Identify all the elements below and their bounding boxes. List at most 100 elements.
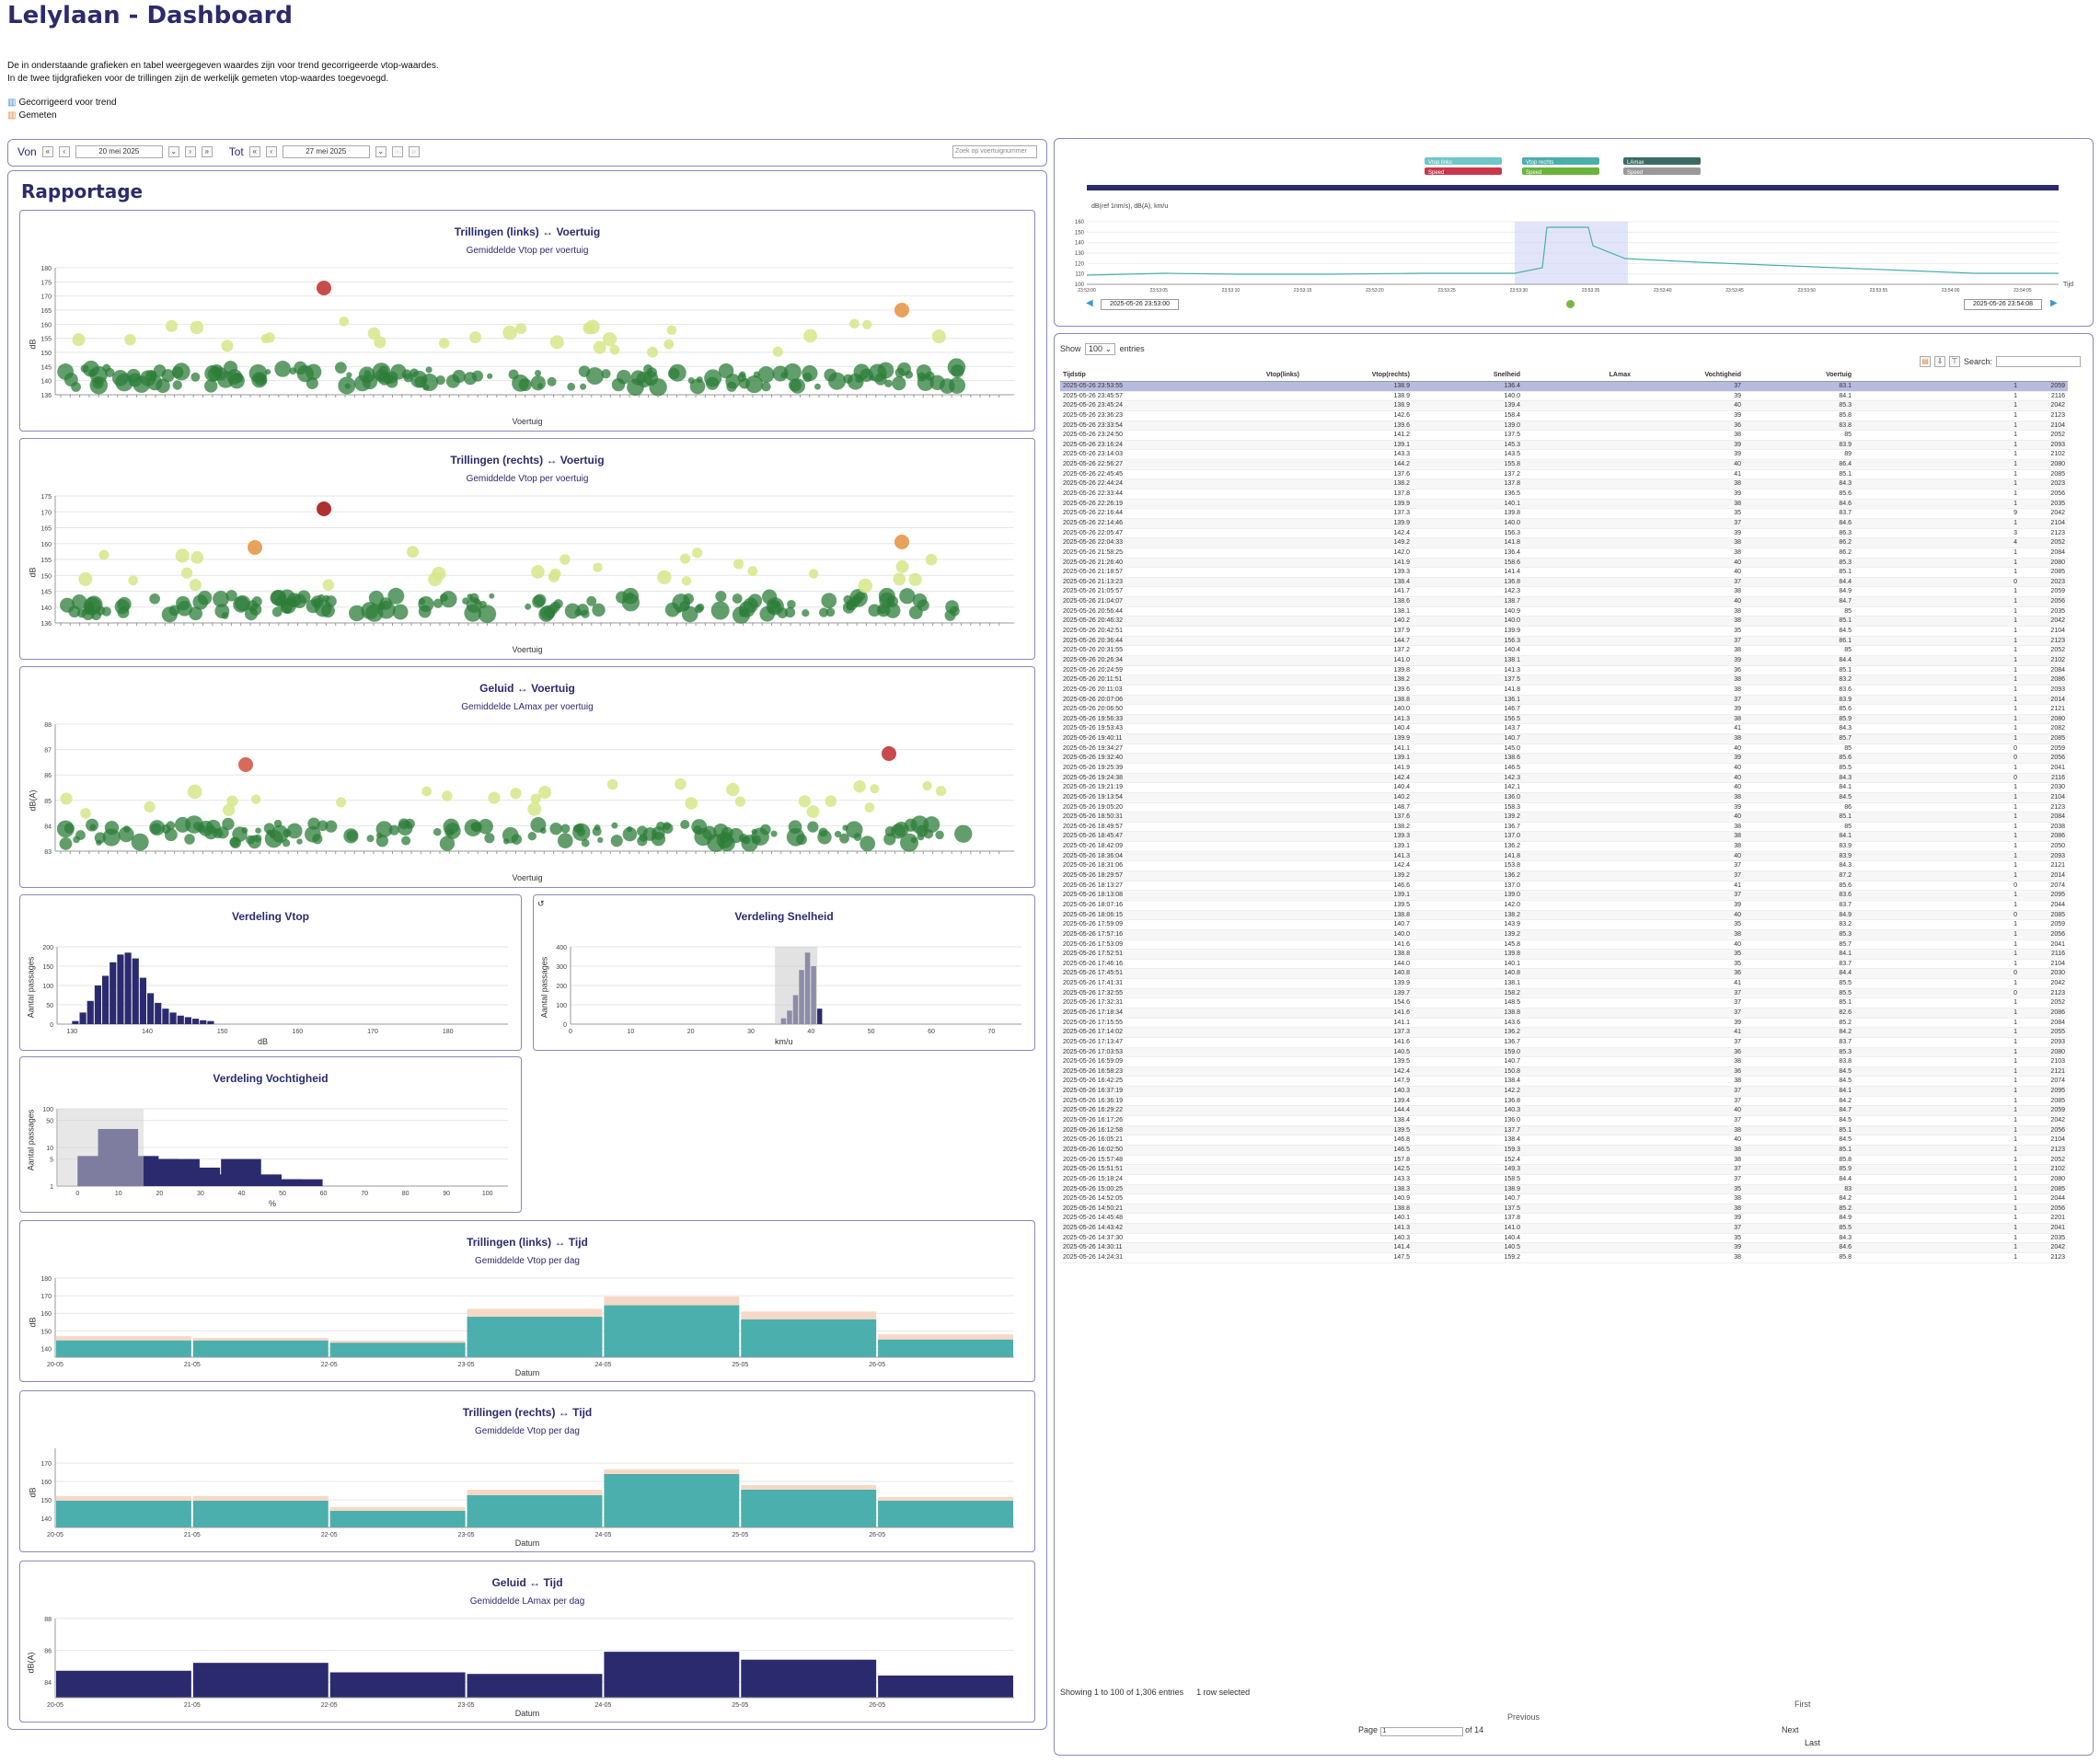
table-row[interactable]: 2025-05-26 23:45:24 138.9 139.4 40 85.3 1 2042: [1060, 401, 2068, 411]
entries-select[interactable]: 100 ⌄: [1085, 343, 1116, 355]
table-row[interactable]: 2025-05-26 18:29:57 139.2 136.2 37 87.2 1 2014: [1060, 871, 2068, 882]
column-header[interactable]: [1852, 369, 2017, 381]
table-row[interactable]: 2025-05-26 17:53:09 141.6 145.8 40 85.7 1 2041: [1060, 940, 2068, 951]
end-time-input[interactable]: 2025-05-26 23:54:08: [1964, 299, 2042, 310]
first-page-icon[interactable]: «: [41, 146, 53, 157]
table-row[interactable]: 2025-05-26 19:05:20 148.7 158.3 39 86 1 2123: [1060, 803, 2068, 813]
table-row[interactable]: 2025-05-26 23:24:50 141.2 137.5 38 85 1 2052: [1060, 431, 2068, 441]
table-row[interactable]: 2025-05-26 16:02:50 146.5 159.3 38 85.1 1 2123: [1060, 1145, 2068, 1156]
arrow-left-icon[interactable]: ◀: [1086, 298, 1093, 308]
table-row[interactable]: 2025-05-26 19:40:11 139.9 140.7 38 85.7 1 2085: [1060, 734, 2068, 744]
table-row[interactable]: 2025-05-26 15:00:25 138.3 138.9 35 83 1 2085: [1060, 1184, 2068, 1195]
table-row[interactable]: 2025-05-26 19:32:40 139.1 138.6 39 85.6 0 2056: [1060, 754, 2068, 764]
next-icon[interactable]: ›: [184, 146, 196, 157]
column-header[interactable]: [2017, 369, 2068, 381]
table-row[interactable]: 2025-05-26 18:13:08 139.1 139.0 37 83.6 1 2095: [1060, 891, 2068, 901]
table-row[interactable]: 2025-05-26 21:58:25 142.0 136.4 38 86.2 1 2084: [1060, 548, 2068, 559]
table-row[interactable]: 2025-05-26 17:32:55 139.7 158.2 37 85.5 0 2123: [1060, 988, 2068, 999]
table-row[interactable]: 2025-05-26 22:04:33 149.2 141.8 38 86.2 4 2052: [1060, 538, 2068, 548]
last-page-icon[interactable]: »: [408, 146, 420, 157]
legend-corrected[interactable]: ▥ Gecorrigeerd voor trend: [7, 98, 117, 108]
table-row[interactable]: 2025-05-26 16:58:23 142.4 150.8 36 84.5 1 2121: [1060, 1066, 2068, 1077]
vehicle-search-input[interactable]: Zoek op voertuignummer: [952, 145, 1037, 158]
table-row[interactable]: 2025-05-26 17:46:16 144.0 140.1 35 83.7 1 2104: [1060, 960, 2068, 970]
table-row[interactable]: 2025-05-26 22:44:24 138.2 137.8 38 84.3 1 2023: [1060, 479, 2068, 490]
table-row[interactable]: 2025-05-26 20:36:44 144.7 156.3 37 86.1 1 2123: [1060, 636, 2068, 647]
column-header[interactable]: Vtop(links): [1265, 372, 1299, 378]
table-row[interactable]: 2025-05-26 14:43:42 141.3 141.0 37 85.5 1 2041: [1060, 1224, 2068, 1234]
table-row[interactable]: 2025-05-26 17:13:47 141.6 136.7 37 83.7 1 2093: [1060, 1038, 2068, 1048]
table-row[interactable]: 2025-05-26 22:05:47 142.4 156.3 39 86.3 3 2123: [1060, 529, 2068, 539]
table-row[interactable]: 2025-05-26 22:56:27 144.2 155.8 40 86.4 1 2080: [1060, 460, 2068, 470]
table-row[interactable]: 2025-05-26 23:36:23 142.6 158.4 39 85.8 1 2123: [1060, 411, 2068, 421]
table-row[interactable]: 2025-05-26 15:51:51 142.5 149.3 37 85.9 1 2102: [1060, 1165, 2068, 1175]
table-row[interactable]: 2025-05-26 20:26:34 141.0 138.1 39 84.4 1 2102: [1060, 655, 2068, 666]
table-row[interactable]: 2025-05-26 15:18:24 143.3 158.5 37 84.4 1 2080: [1060, 1175, 2068, 1185]
table-row[interactable]: 2025-05-26 18:42:09 139.1 136.2 38 83.9 1 2050: [1060, 842, 2068, 852]
table-row[interactable]: 2025-05-26 18:36:04 141.3 141.8 40 83.9 1 2093: [1060, 851, 2068, 862]
table-row[interactable]: 2025-05-26 21:04:07 138.6 138.7 40 84.7 1 2056: [1060, 597, 2068, 607]
first-page-button[interactable]: First: [1794, 1700, 1811, 1709]
table-row[interactable]: 2025-05-26 22:26:19 139.9 140.1 38 84.6 1 2035: [1060, 499, 2068, 510]
table-row[interactable]: 2025-05-26 14:50:21 138.8 137.5 38 85.2 1 2056: [1060, 1204, 2068, 1215]
column-header[interactable]: LAmax: [1609, 372, 1631, 378]
table-search-input[interactable]: [1996, 356, 2082, 367]
table-row[interactable]: 2025-05-26 17:57:16 140.0 139.2 38 85.3 1 2056: [1060, 929, 2068, 940]
next-page-button[interactable]: Next: [1782, 1725, 1799, 1734]
table-row[interactable]: 2025-05-26 22:16:44 137.3 139.8 35 83.7 9 2042: [1060, 509, 2068, 519]
table-row[interactable]: 2025-05-26 16:37:19 140.3 142.2 37 84.1 1 2095: [1060, 1087, 2068, 1097]
table-row[interactable]: 2025-05-26 18:06:15 138.8 138.2 40 84.9 0 2085: [1060, 910, 2068, 921]
table-row[interactable]: 2025-05-26 14:24:31 147.5 159.2 38 85.8 1 2123: [1060, 1253, 2068, 1263]
table-row[interactable]: 2025-05-26 20:42:51 137.9 139.9 35 84.5 1 2104: [1060, 627, 2068, 637]
next-icon[interactable]: ›: [391, 146, 403, 157]
first-page-icon[interactable]: «: [248, 146, 260, 157]
table-row[interactable]: 2025-05-26 17:14:02 137.3 136.2 41 84.2 1 2055: [1060, 1028, 2068, 1038]
table-row[interactable]: 2025-05-26 16:36:19 139.4 136.8 37 84.2 1 2085: [1060, 1097, 2068, 1107]
table-row[interactable]: 2025-05-26 20:11:51 138.2 137.5 38 83.2 1 2086: [1060, 675, 2068, 686]
table-row[interactable]: 2025-05-26 19:56:33 141.3 156.5 38 85.9 1 2080: [1060, 714, 2068, 725]
table-row[interactable]: 2025-05-26 16:59:09 139.5 140.7 38 83.8 1 2103: [1060, 1057, 2068, 1067]
table-row[interactable]: 2025-05-26 19:53:43 140.4 143.7 41 84.3 1 2082: [1060, 724, 2068, 735]
table-row[interactable]: 2025-05-26 21:13:23 138.4 136.8 37 84.4 0 2023: [1060, 577, 2068, 588]
prev-icon[interactable]: ‹: [58, 146, 70, 157]
table-row[interactable]: 2025-05-26 17:52:51 138.8 139.8 35 84.1 1 2116: [1060, 950, 2068, 960]
table-row[interactable]: 2025-05-26 18:07:16 139.5 142.0 39 83.7 1 2044: [1060, 901, 2068, 911]
arrow-right-icon[interactable]: ▶: [2050, 298, 2058, 308]
table-row[interactable]: 2025-05-26 17:59:09 140.7 143.9 35 83.2 1 2059: [1060, 920, 2068, 930]
table-row[interactable]: 2025-05-26 17:41:31 139.9 138.1 41 85.5 1 2042: [1060, 979, 2068, 989]
table-row[interactable]: 2025-05-26 17:18:34 141.6 138.8 37 82.6 1 2086: [1060, 1008, 2068, 1019]
table-row[interactable]: 2025-05-26 22:45:45 137.6 137.2 41 85.1 1 2085: [1060, 470, 2068, 480]
table-row[interactable]: 2025-05-26 20:06:50 140.0 146.7 39 85.6 1 2121: [1060, 705, 2068, 715]
page-input[interactable]: 1: [1379, 1727, 1463, 1736]
table-row[interactable]: 2025-05-26 18:31:06 142.4 153.8 37 84.3 1 2121: [1060, 861, 2068, 872]
table-row[interactable]: 2025-05-26 16:29:22 144.4 140.3 40 84.7 1 2059: [1060, 1106, 2068, 1117]
table-row[interactable]: 2025-05-26 16:05:21 146.8 138.4 40 84.5 1 2104: [1060, 1135, 2068, 1146]
from-date-input[interactable]: 20 mei 2025: [75, 145, 163, 158]
chevron-down-icon[interactable]: ⌄: [167, 146, 179, 157]
table-row[interactable]: 2025-05-26 23:53:55 138.9 136.4 37 83.1 1 2059: [1060, 382, 2068, 392]
reset-icon[interactable]: ↺: [537, 899, 545, 908]
table-row[interactable]: 2025-05-26 17:03:53 140.5 159.0 36 85.3 1 2080: [1060, 1047, 2068, 1058]
download-icon[interactable]: ⇩: [1934, 356, 1945, 367]
table-row[interactable]: 2025-05-26 19:25:39 141.9 146.5 40 85.5 1 2041: [1060, 764, 2068, 774]
table-row[interactable]: 2025-05-26 21:26:40 141.9 158.6 40 85.3 1 2080: [1060, 558, 2068, 569]
table-row[interactable]: 2025-05-26 18:50:31 137.6 139.2 40 85.1 1 2084: [1060, 812, 2068, 823]
table-row[interactable]: 2025-05-26 23:45:57 138.9 140.0 39 84.1 1 2116: [1060, 392, 2068, 402]
column-header[interactable]: Voertuig: [1826, 372, 1852, 378]
column-header[interactable]: Snelheid: [1493, 372, 1520, 378]
table-row[interactable]: 2025-05-26 21:18:57 139.3 141.4 40 85.1 1 2085: [1060, 568, 2068, 578]
table-row[interactable]: 2025-05-26 20:07:06 138.8 136.1 37 83.9 1 2014: [1060, 695, 2068, 706]
column-header[interactable]: Tijdstip: [1063, 372, 1086, 378]
table-row[interactable]: 2025-05-26 23:33:54 139.6 139.0 36 83.8 1 2104: [1060, 421, 2068, 432]
column-header[interactable]: Vtop(rechts): [1371, 372, 1410, 378]
table-row[interactable]: 2025-05-26 20:31:55 137.2 140.4 38 85 1 2052: [1060, 646, 2068, 656]
table-row[interactable]: 2025-05-26 19:21:19 140.4 142.1 40 84.1 1 2030: [1060, 783, 2068, 793]
